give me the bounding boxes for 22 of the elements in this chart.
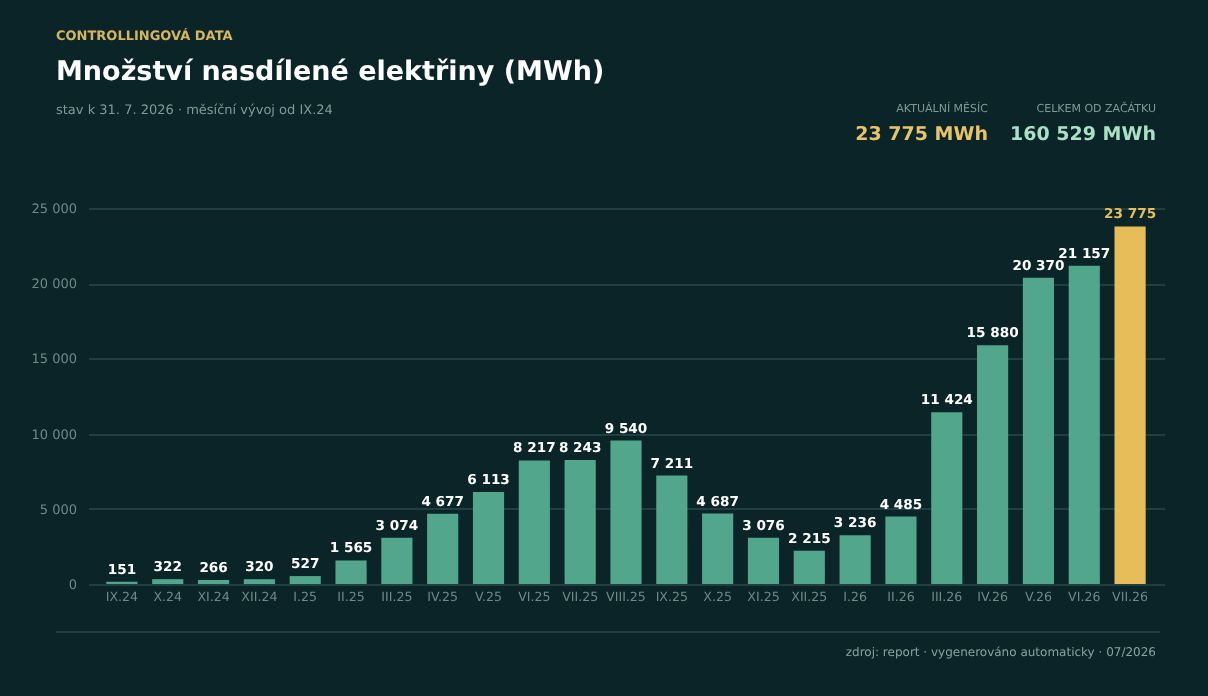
bar	[381, 537, 413, 584]
bar	[1022, 277, 1055, 584]
text: 23 775 MWh	[855, 124, 989, 146]
text: 160 529 MWh	[1010, 124, 1157, 146]
chart-title: Množství nasdílené elektřiny (MWh)	[56, 56, 605, 88]
bar	[1068, 265, 1100, 584]
bar	[564, 460, 596, 584]
bar	[839, 535, 871, 584]
bar	[610, 440, 642, 584]
bar	[289, 576, 321, 584]
bar	[977, 345, 1009, 584]
bar	[335, 560, 367, 584]
bar	[885, 516, 917, 584]
bar	[1114, 226, 1146, 584]
bar	[747, 537, 780, 584]
bar	[472, 492, 505, 584]
bar	[427, 513, 459, 584]
bar	[518, 460, 550, 584]
bar	[931, 412, 963, 584]
bar	[656, 475, 688, 584]
bar	[793, 550, 825, 584]
bar	[702, 513, 734, 584]
